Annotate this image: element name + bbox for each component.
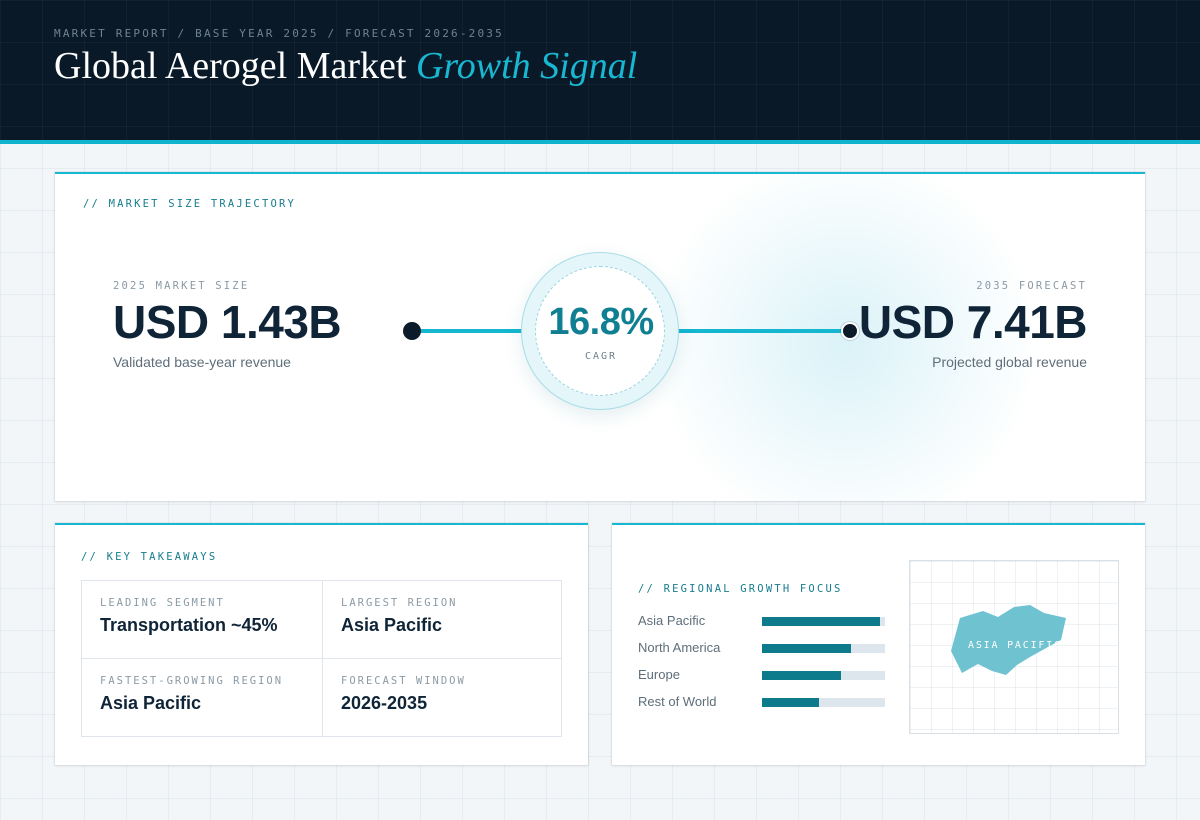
trajectory-card-label: // MARKET SIZE TRAJECTORY — [83, 198, 297, 210]
region-bar-fill — [762, 644, 851, 653]
market-size-trajectory-card: // MARKET SIZE TRAJECTORY 2025 MARKET SI… — [55, 172, 1145, 501]
key-takeaways-card: // KEY TAKEAWAYS LEADING SEGMENT Transpo… — [55, 523, 588, 765]
takeaway-value: 2026-2035 — [341, 693, 428, 713]
region-bar-row: Europe — [638, 665, 898, 685]
takeaway-label: FORECAST WINDOW — [341, 675, 466, 687]
region-bar-fill — [762, 698, 819, 707]
map-region-label: ASIA PACIFIC — [968, 640, 1062, 651]
takeaways-grid: LEADING SEGMENT Transportation ~45% LARG… — [81, 580, 562, 737]
region-bar-track — [762, 698, 885, 707]
region-map: ASIA PACIFIC — [909, 560, 1119, 734]
start-kpi-description: Validated base-year revenue — [113, 354, 291, 370]
page-title: Global Aerogel Market Growth Signal — [54, 44, 637, 88]
regional-growth-card: // REGIONAL GROWTH FOCUS Asia Pacific No… — [612, 523, 1145, 765]
takeaway-leading-segment: LEADING SEGMENT Transportation ~45% — [82, 581, 322, 658]
region-bar-track — [762, 644, 885, 653]
region-bar-label: North America — [638, 640, 721, 655]
trajectory-start-dot — [403, 322, 421, 340]
region-bar-label: Rest of World — [638, 694, 717, 709]
takeaway-value: Asia Pacific — [100, 693, 202, 713]
region-bar-row: Rest of World — [638, 692, 898, 712]
region-bar-row: North America — [638, 638, 898, 658]
trajectory-end-dot — [841, 322, 859, 340]
asia-pacific-region-polygon — [951, 605, 1066, 675]
cagr-badge-inner: 16.8% CAGR — [535, 266, 665, 396]
asia-pacific-region-shape — [951, 605, 1066, 675]
region-bar-fill — [762, 671, 841, 680]
region-bar-label: Asia Pacific — [638, 613, 706, 628]
takeaway-value: Asia Pacific — [341, 615, 443, 635]
end-kpi-description: Projected global revenue — [932, 354, 1087, 370]
start-kpi-label: 2025 MARKET SIZE — [113, 280, 250, 292]
end-kpi-label: 2035 FORECAST — [976, 280, 1087, 292]
takeaway-label: LEADING SEGMENT — [100, 597, 225, 609]
takeaway-largest-region: LARGEST REGION Asia Pacific — [322, 581, 561, 658]
cagr-label: CAGR — [584, 351, 618, 362]
takeaway-value: Transportation ~45% — [100, 615, 278, 635]
report-header: MARKET REPORT / BASE YEAR 2025 / FORECAS… — [0, 0, 1200, 144]
report-eyebrow: MARKET REPORT / BASE YEAR 2025 / FORECAS… — [54, 27, 504, 40]
start-kpi-value: USD 1.43B — [113, 296, 342, 348]
takeaways-card-label: // KEY TAKEAWAYS — [81, 551, 218, 563]
region-bar-fill — [762, 617, 881, 626]
region-bar-track — [762, 617, 885, 626]
cagr-badge: 16.8% CAGR — [521, 252, 679, 410]
takeaway-label: LARGEST REGION — [341, 597, 458, 609]
page-title-accent: Growth Signal — [415, 45, 638, 87]
regional-card-label: // REGIONAL GROWTH FOCUS — [638, 583, 843, 595]
region-bar-track — [762, 671, 885, 680]
cagr-value: 16.8% — [548, 301, 654, 343]
region-bar-label: Europe — [638, 667, 680, 682]
takeaway-forecast-window: FORECAST WINDOW 2026-2035 — [322, 658, 561, 736]
takeaway-fastest-growing-region: FASTEST-GROWING REGION Asia Pacific — [82, 658, 322, 736]
takeaway-label: FASTEST-GROWING REGION — [100, 675, 284, 687]
region-bar-row: Asia Pacific — [638, 611, 898, 631]
end-kpi-value: USD 7.41B — [858, 296, 1088, 348]
page-title-main: Global Aerogel Market — [54, 45, 407, 87]
